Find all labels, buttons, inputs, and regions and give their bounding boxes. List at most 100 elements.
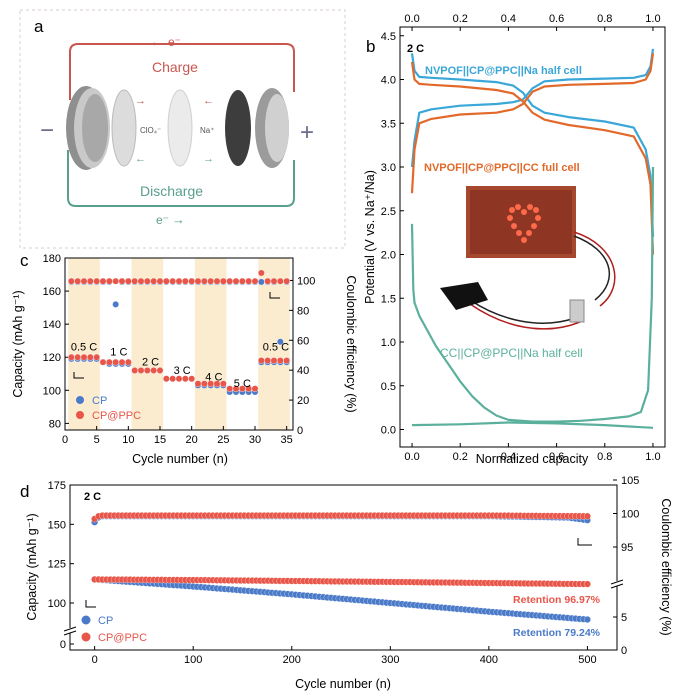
panel-b-y-tick-label: 1.5 (381, 293, 396, 305)
panel-c-capacity-point (156, 367, 164, 374)
legend-cp-ppc-marker (81, 632, 91, 642)
panel-d-y2-tick-label: 105 (621, 475, 639, 487)
panel-b-x-label: Normalized capacity (476, 452, 589, 466)
panel-b-x-top-tick-label: 0.2 (453, 13, 468, 25)
panel-c-ce-point (283, 277, 291, 285)
panel-c-series (67, 269, 291, 396)
electron-label-bottom: e⁻ (156, 213, 169, 227)
panel-c-ce-point (207, 277, 215, 285)
panel-c-rate-band (194, 258, 227, 430)
panel-c-capacity-point (93, 353, 101, 361)
panel-d-series (91, 512, 591, 623)
panel-d-x-tick-label: 300 (381, 654, 399, 666)
panel-c-y-ticks: 80 100 120 140 160 180 (43, 253, 69, 430)
panel-c-x-tick-label: 15 (154, 434, 166, 446)
panel-d-y-label: Capacity (mAh g⁻¹) (25, 513, 39, 620)
panel-c-ce-point (188, 277, 196, 285)
panel-c-ce-point (181, 277, 189, 285)
panel-c-x-tick-label: 30 (249, 434, 261, 446)
panel-b-series-line (410, 166, 655, 423)
legend-cp-marker (76, 396, 84, 404)
legend-cp-label: CP (98, 615, 113, 627)
panel-b-y-tick-label: 4.0 (381, 75, 396, 87)
panel-c-ce-point (264, 277, 272, 285)
panel-c-x-ticks: 0 5 10 15 20 25 30 35 (62, 426, 293, 446)
panel-b-x-tick-label: 0.6 (549, 451, 564, 463)
separator-disc-left (111, 89, 137, 167)
panel-c-ce-point (74, 277, 82, 285)
panel-b-y-tick-label: 4.5 (381, 31, 396, 43)
panel-c-ce-point (169, 277, 177, 285)
panel-d-capacity-point (583, 616, 591, 623)
ion-arrow-4: → (203, 153, 214, 165)
panel-d-x-tick-label: 400 (480, 654, 498, 666)
led-board-photo (440, 186, 616, 330)
panel-b-x-tick-label: 0.2 (453, 451, 468, 463)
panel-d-y-ticks: 100 125 150 175 0 (48, 480, 74, 651)
panel-b-plot-frame (399, 26, 666, 448)
panel-c-x-tick-label: 20 (186, 434, 198, 446)
panel-d-capacity-point (583, 580, 591, 588)
panel-d-y2-tick-label: 0 (621, 645, 627, 657)
panel-c-rate-bands (68, 258, 290, 430)
panel-d-y-tick-label: 175 (48, 480, 66, 492)
panel-b-x-ticks-bottom: 0.0 0.2 0.4 0.6 0.8 1.0 (404, 443, 661, 463)
panel-c-ce-point (99, 277, 107, 285)
panel-c-capacity-point (188, 375, 196, 383)
panel-b-x-top-tick-label: 0.4 (501, 13, 516, 25)
panel-c: c 0 5 10 15 20 25 30 35 80 100 120 140 160 180 0 20 40… (11, 251, 358, 466)
panel-c-rate-label: 1 C (110, 347, 127, 359)
panel-c-capacity-point (226, 385, 234, 393)
panel-b-x-top-tick-label: 0.8 (597, 13, 612, 25)
ion-arrow-1: → (135, 95, 146, 107)
cation-label: Na⁺ (200, 126, 214, 135)
panel-c-ce-point (232, 277, 240, 285)
panel-c-ce-point (118, 277, 126, 285)
panel-c-x-label: Cycle number (n) (132, 452, 228, 466)
ion-arrow-2: ← (203, 95, 214, 107)
panel-b-x-tick-label: 0.8 (597, 451, 612, 463)
panel-c-capacity-point (276, 357, 284, 364)
panel-d-y2-ticks: 95 100 105 5 0 (613, 475, 639, 657)
plus-terminal: + (300, 119, 314, 146)
panel-d-rate-label: 2 C (84, 491, 101, 503)
panel-b-y-tick-label: 0.0 (381, 425, 396, 437)
panel-c-capacity-point (74, 353, 82, 361)
panel-c-rate-band (131, 258, 164, 430)
panel-c-rate-label: 5 C (234, 378, 251, 390)
panel-c-y-tick-label: 120 (43, 352, 61, 364)
panel-b-series-line (410, 61, 655, 255)
panel-c-y-tick-label: 100 (43, 385, 61, 397)
coin-cell-holder (569, 299, 585, 323)
panel-d-ce-point (583, 512, 591, 520)
electrolyte-disc (167, 89, 193, 167)
anion-label: ClO₄⁻ (140, 126, 161, 135)
panel-c-plot-frame (64, 257, 294, 431)
panel-c-ce-point (257, 269, 265, 277)
panel-c-ce-point (150, 277, 158, 285)
heart-leds (507, 204, 541, 243)
retention-cp-label: Retention 79.24% (513, 627, 601, 639)
panel-c-ce-point (175, 277, 183, 285)
panel-c-capacity-point (105, 358, 113, 366)
panel-d-x-label: Cycle number (n) (295, 677, 391, 691)
panel-c-y-tick-label: 80 (49, 418, 61, 430)
legend-cp-ppc-label: CP@PPC (98, 632, 147, 644)
panel-b: b 2 C 0.0 0.2 0.4 0.6 0.8 1.0 0.0 0.2 0.4 0.6 0.8… (363, 13, 666, 466)
panel-c-capacity-point (86, 353, 94, 361)
panel-d-left-axis-arrow (85, 600, 96, 608)
panel-d-y2-label: Coulombic efficiency (%) (659, 498, 673, 635)
panel-c-capacity-point (67, 353, 75, 361)
panel-d-right-axis-arrow (577, 538, 592, 546)
cathode-disc (225, 90, 251, 166)
panel-b-x-tick-label: 0.0 (404, 451, 419, 463)
alligator-clip (440, 282, 488, 310)
panel-a-letter: a (34, 17, 44, 36)
panel-c-ce-point (162, 277, 170, 285)
panel-c-left-axis-arrow (73, 372, 84, 379)
panel-b-letter: b (366, 37, 375, 56)
half-cell-label: NVPOF||CP@PPC||Na half cell (425, 65, 582, 77)
panel-a-frame (19, 9, 346, 249)
panel-c-y-tick-label: 140 (43, 319, 61, 331)
